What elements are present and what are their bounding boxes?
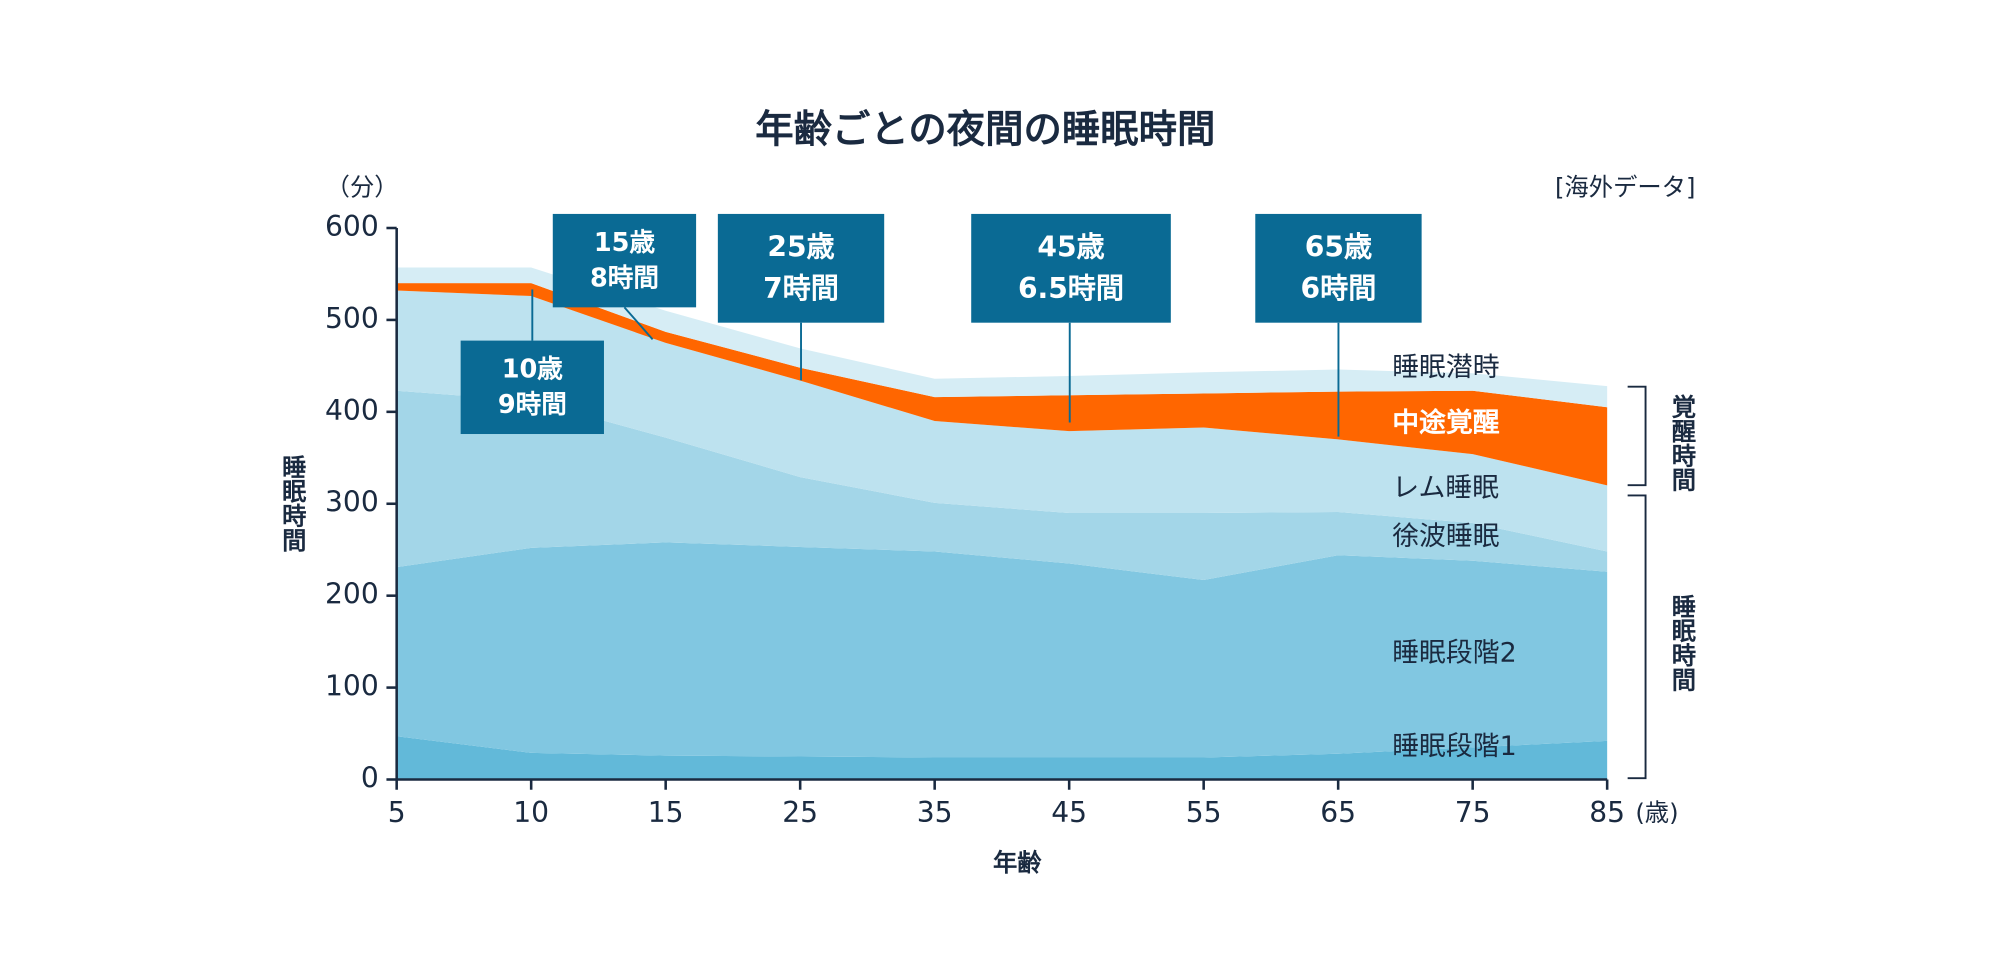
series-label: 睡眠潜時: [1392, 352, 1499, 383]
y-tick-label: 300: [325, 486, 379, 519]
y-tick-label: 200: [325, 578, 379, 611]
y-tick-label: 0: [361, 762, 379, 795]
callout-hours: 8時間: [590, 263, 659, 293]
callout-box: [1255, 213, 1422, 323]
x-tick-label: 35: [917, 796, 953, 829]
callout-leader: [623, 306, 654, 340]
callout-hours: 9時間: [498, 390, 567, 420]
x-unit: (歳): [1635, 798, 1678, 827]
area: [396, 283, 1608, 486]
y-tick-label: 400: [325, 394, 379, 427]
series-label: 睡眠段階2: [1392, 638, 1517, 669]
callout-age: 25歳: [767, 231, 834, 264]
x-tick-label: 5: [388, 796, 406, 829]
callout-age: 10歳: [502, 354, 564, 384]
y-tick-label: 600: [325, 210, 379, 243]
y-unit: （分）: [326, 172, 399, 201]
x-tick-label: 15: [648, 796, 684, 829]
chart-title: 年齢ごとの夜間の睡眠時間: [755, 108, 1215, 153]
area: [396, 390, 1608, 581]
series-label: 中途覚醒: [1392, 406, 1500, 438]
x-tick-label: 75: [1455, 796, 1491, 829]
x-tick-label: 65: [1320, 796, 1356, 829]
callout-age: 65歳: [1305, 231, 1372, 264]
callout-box: [552, 213, 697, 308]
plot-areas: [396, 267, 1608, 780]
x-axis-label: 年齢: [993, 848, 1042, 877]
x-tick-label: 25: [782, 796, 818, 829]
callout-box: [717, 213, 885, 323]
area: [396, 736, 1608, 780]
y-tick-label: 500: [325, 302, 379, 335]
callout-hours: 6.5時間: [1018, 272, 1124, 305]
x-tick-label: 55: [1186, 796, 1222, 829]
bracket: [1627, 385, 1647, 780]
series-label: レム睡眠: [1392, 473, 1499, 504]
area: [396, 290, 1608, 552]
x-tick-label: 85: [1589, 796, 1625, 829]
bracket-label: 覚醒時間: [1668, 394, 1697, 493]
area: [396, 267, 1608, 408]
callout-hours: 6時間: [1301, 272, 1377, 305]
y-tick-label: 100: [325, 670, 379, 703]
callout-age: 45歳: [1037, 231, 1104, 264]
callout-box: [460, 340, 604, 435]
y-axis-label: 睡眠時間: [279, 454, 308, 552]
callout-hours: 7時間: [763, 272, 839, 305]
callout-age: 15歳: [594, 228, 656, 258]
callout-box: [971, 213, 1171, 323]
area: [396, 542, 1608, 758]
x-tick-label: 45: [1051, 796, 1087, 829]
series-label: 睡眠段階1: [1392, 731, 1517, 762]
source-note: [海外データ]: [1555, 172, 1695, 201]
bracket-label: 睡眠時間: [1668, 594, 1697, 692]
x-tick-label: 10: [513, 796, 549, 829]
series-label: 徐波睡眠: [1392, 521, 1500, 552]
